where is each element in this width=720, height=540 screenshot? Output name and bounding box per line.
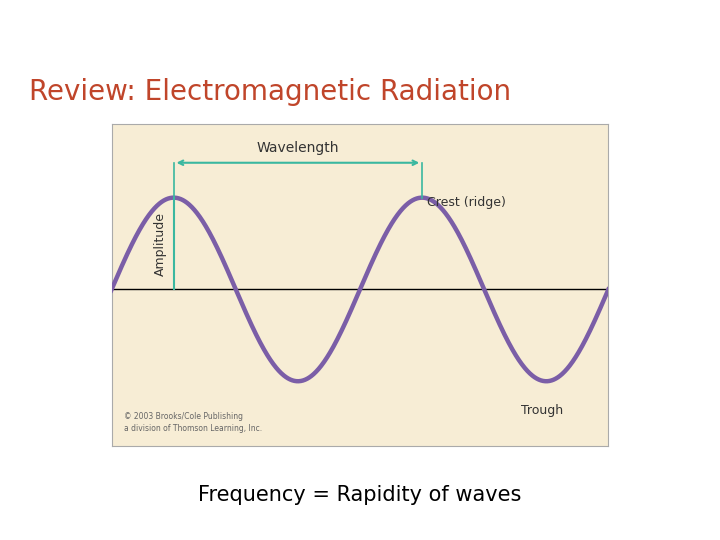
Text: Review: Electromagnetic Radiation: Review: Electromagnetic Radiation [29, 78, 511, 106]
Text: 12: 12 [670, 24, 695, 42]
Text: Crest (ridge): Crest (ridge) [427, 195, 505, 209]
Text: © 2003 Brooks/Cole Publishing
a division of Thomson Learning, Inc.: © 2003 Brooks/Cole Publishing a division… [124, 412, 262, 433]
Text: Frequency = Rapidity of waves: Frequency = Rapidity of waves [198, 485, 522, 505]
Text: Wavelength: Wavelength [256, 141, 339, 156]
Text: Trough: Trough [521, 404, 564, 417]
Text: Amplitude: Amplitude [153, 212, 166, 275]
